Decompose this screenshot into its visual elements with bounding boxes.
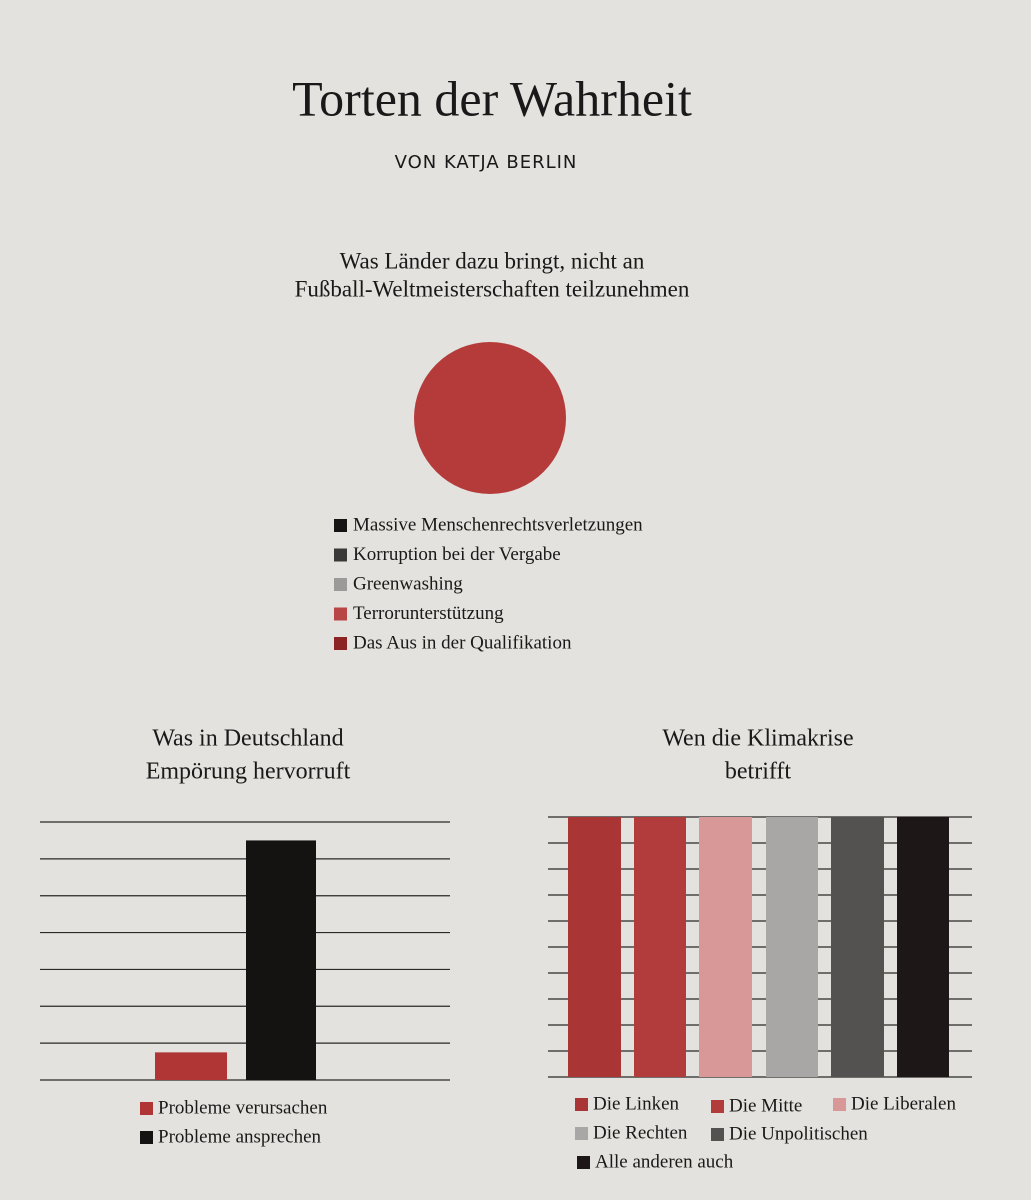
legend-swatch — [334, 578, 347, 591]
legend-swatch — [577, 1156, 590, 1169]
legend-swatch — [711, 1100, 724, 1113]
bar — [699, 817, 752, 1077]
chart-title: Empörung hervorruft — [146, 759, 351, 785]
chart-title: Wen die Klimakrise — [662, 726, 853, 752]
legend-swatch — [833, 1098, 846, 1111]
legend-label: Alle anderen auch — [595, 1151, 734, 1172]
legend-label: Die Linken — [593, 1093, 680, 1114]
chart-title: Was Länder dazu bringt, nicht an — [340, 248, 645, 273]
legend-swatch — [575, 1098, 588, 1111]
bar — [155, 1052, 227, 1080]
legend-label: Das Aus in der Qualifikation — [353, 632, 572, 653]
legend-swatch — [575, 1127, 588, 1140]
legend-label: Die Rechten — [593, 1122, 688, 1143]
bar — [766, 817, 818, 1077]
bar — [568, 817, 621, 1077]
page-title: Torten der Wahrheit — [292, 70, 692, 126]
byline: VON KATJA BERLIN — [395, 152, 578, 173]
legend-swatch — [334, 548, 347, 562]
bar — [634, 817, 686, 1077]
legend-label: Massive Menschenrechtsverletzungen — [353, 514, 643, 535]
bar — [831, 817, 884, 1077]
legend-swatch — [140, 1102, 153, 1115]
bar — [897, 817, 949, 1077]
legend-label: Die Mitte — [729, 1095, 802, 1116]
legend-label: Probleme verursachen — [158, 1097, 328, 1118]
legend-label: Korruption bei der Vergabe — [353, 544, 561, 565]
legend-label: Die Unpolitischen — [729, 1123, 868, 1144]
legend-swatch — [334, 637, 347, 650]
chart-title: Was in Deutschland — [152, 726, 343, 752]
legend-swatch — [334, 519, 347, 532]
chart-title: betrifft — [725, 759, 792, 785]
legend-swatch — [334, 607, 347, 621]
legend-label: Greenwashing — [353, 573, 463, 594]
chart-title: Fußball-Weltmeisterschaften teilzunehmen — [295, 276, 690, 301]
legend-swatch — [711, 1128, 724, 1141]
legend-swatch — [140, 1131, 153, 1144]
legend-label: Die Liberalen — [851, 1093, 956, 1114]
legend-label: Terrorunterstützung — [353, 603, 504, 624]
bar — [246, 840, 316, 1080]
pie-slice — [414, 342, 566, 494]
legend-label: Probleme ansprechen — [158, 1126, 322, 1147]
